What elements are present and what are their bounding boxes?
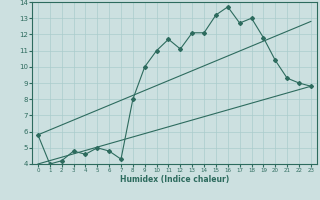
X-axis label: Humidex (Indice chaleur): Humidex (Indice chaleur) (120, 175, 229, 184)
